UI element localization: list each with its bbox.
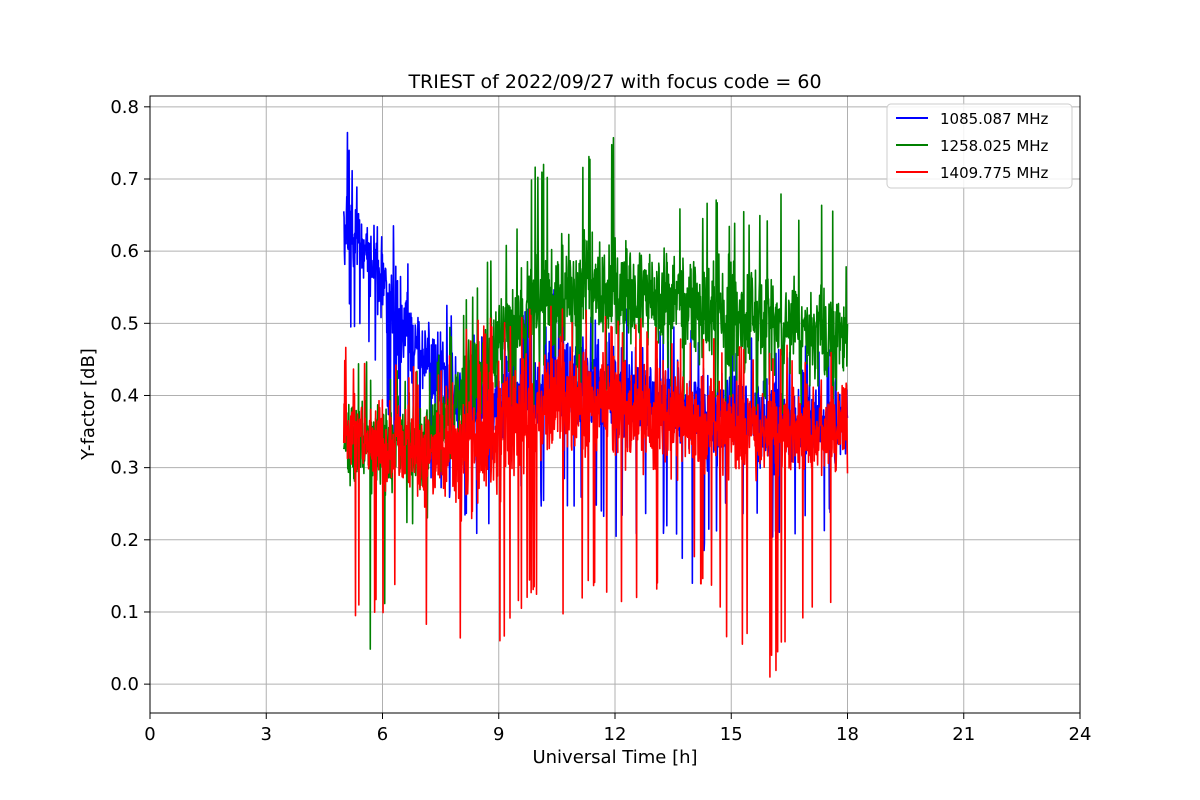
x-tick-label: 18 (836, 724, 859, 745)
y-tick-label: 0.6 (110, 241, 139, 262)
y-tick-label: 0.4 (110, 385, 139, 406)
series-layer (342, 131, 849, 678)
series-line-1409-775 (342, 305, 849, 678)
x-axis: 0 3 6 9 12 15 18 21 24 (144, 713, 1091, 745)
x-tick-label: 6 (377, 724, 388, 745)
legend-box (886, 103, 1073, 189)
x-tick-label: 3 (261, 724, 272, 745)
y-axis: 0.0 0.1 0.2 0.3 0.4 0.5 0.6 0.7 0.8 (110, 97, 150, 695)
legend: 1085.087 MHz 1258.025 MHz 1409.775 MHz (886, 103, 1073, 189)
x-axis-title: Universal Time [h] (532, 747, 697, 768)
x-tick-label: 0 (144, 724, 155, 745)
y-tick-label: 0.0 (110, 674, 139, 695)
x-tick-label: 9 (493, 724, 504, 745)
x-tick-label: 12 (604, 724, 627, 745)
x-tick-label: 24 (1069, 724, 1092, 745)
x-tick-label: 15 (720, 724, 743, 745)
y-tick-label: 0.8 (110, 97, 139, 118)
y-tick-label: 0.1 (110, 602, 139, 623)
legend-label-1258: 1258.025 MHz (940, 137, 1049, 155)
y-tick-label: 0.5 (110, 313, 139, 334)
y-tick-label: 0.2 (110, 530, 139, 551)
legend-label-1085: 1085.087 MHz (940, 110, 1049, 128)
y-axis-title: Y-factor [dB] (78, 348, 99, 461)
x-tick-label: 21 (952, 724, 975, 745)
chart-title: TRIEST of 2022/09/27 with focus code = 6… (407, 71, 821, 93)
y-tick-label: 0.3 (110, 458, 139, 479)
y-tick-label: 0.7 (110, 169, 139, 190)
legend-label-1409: 1409.775 MHz (940, 164, 1049, 182)
